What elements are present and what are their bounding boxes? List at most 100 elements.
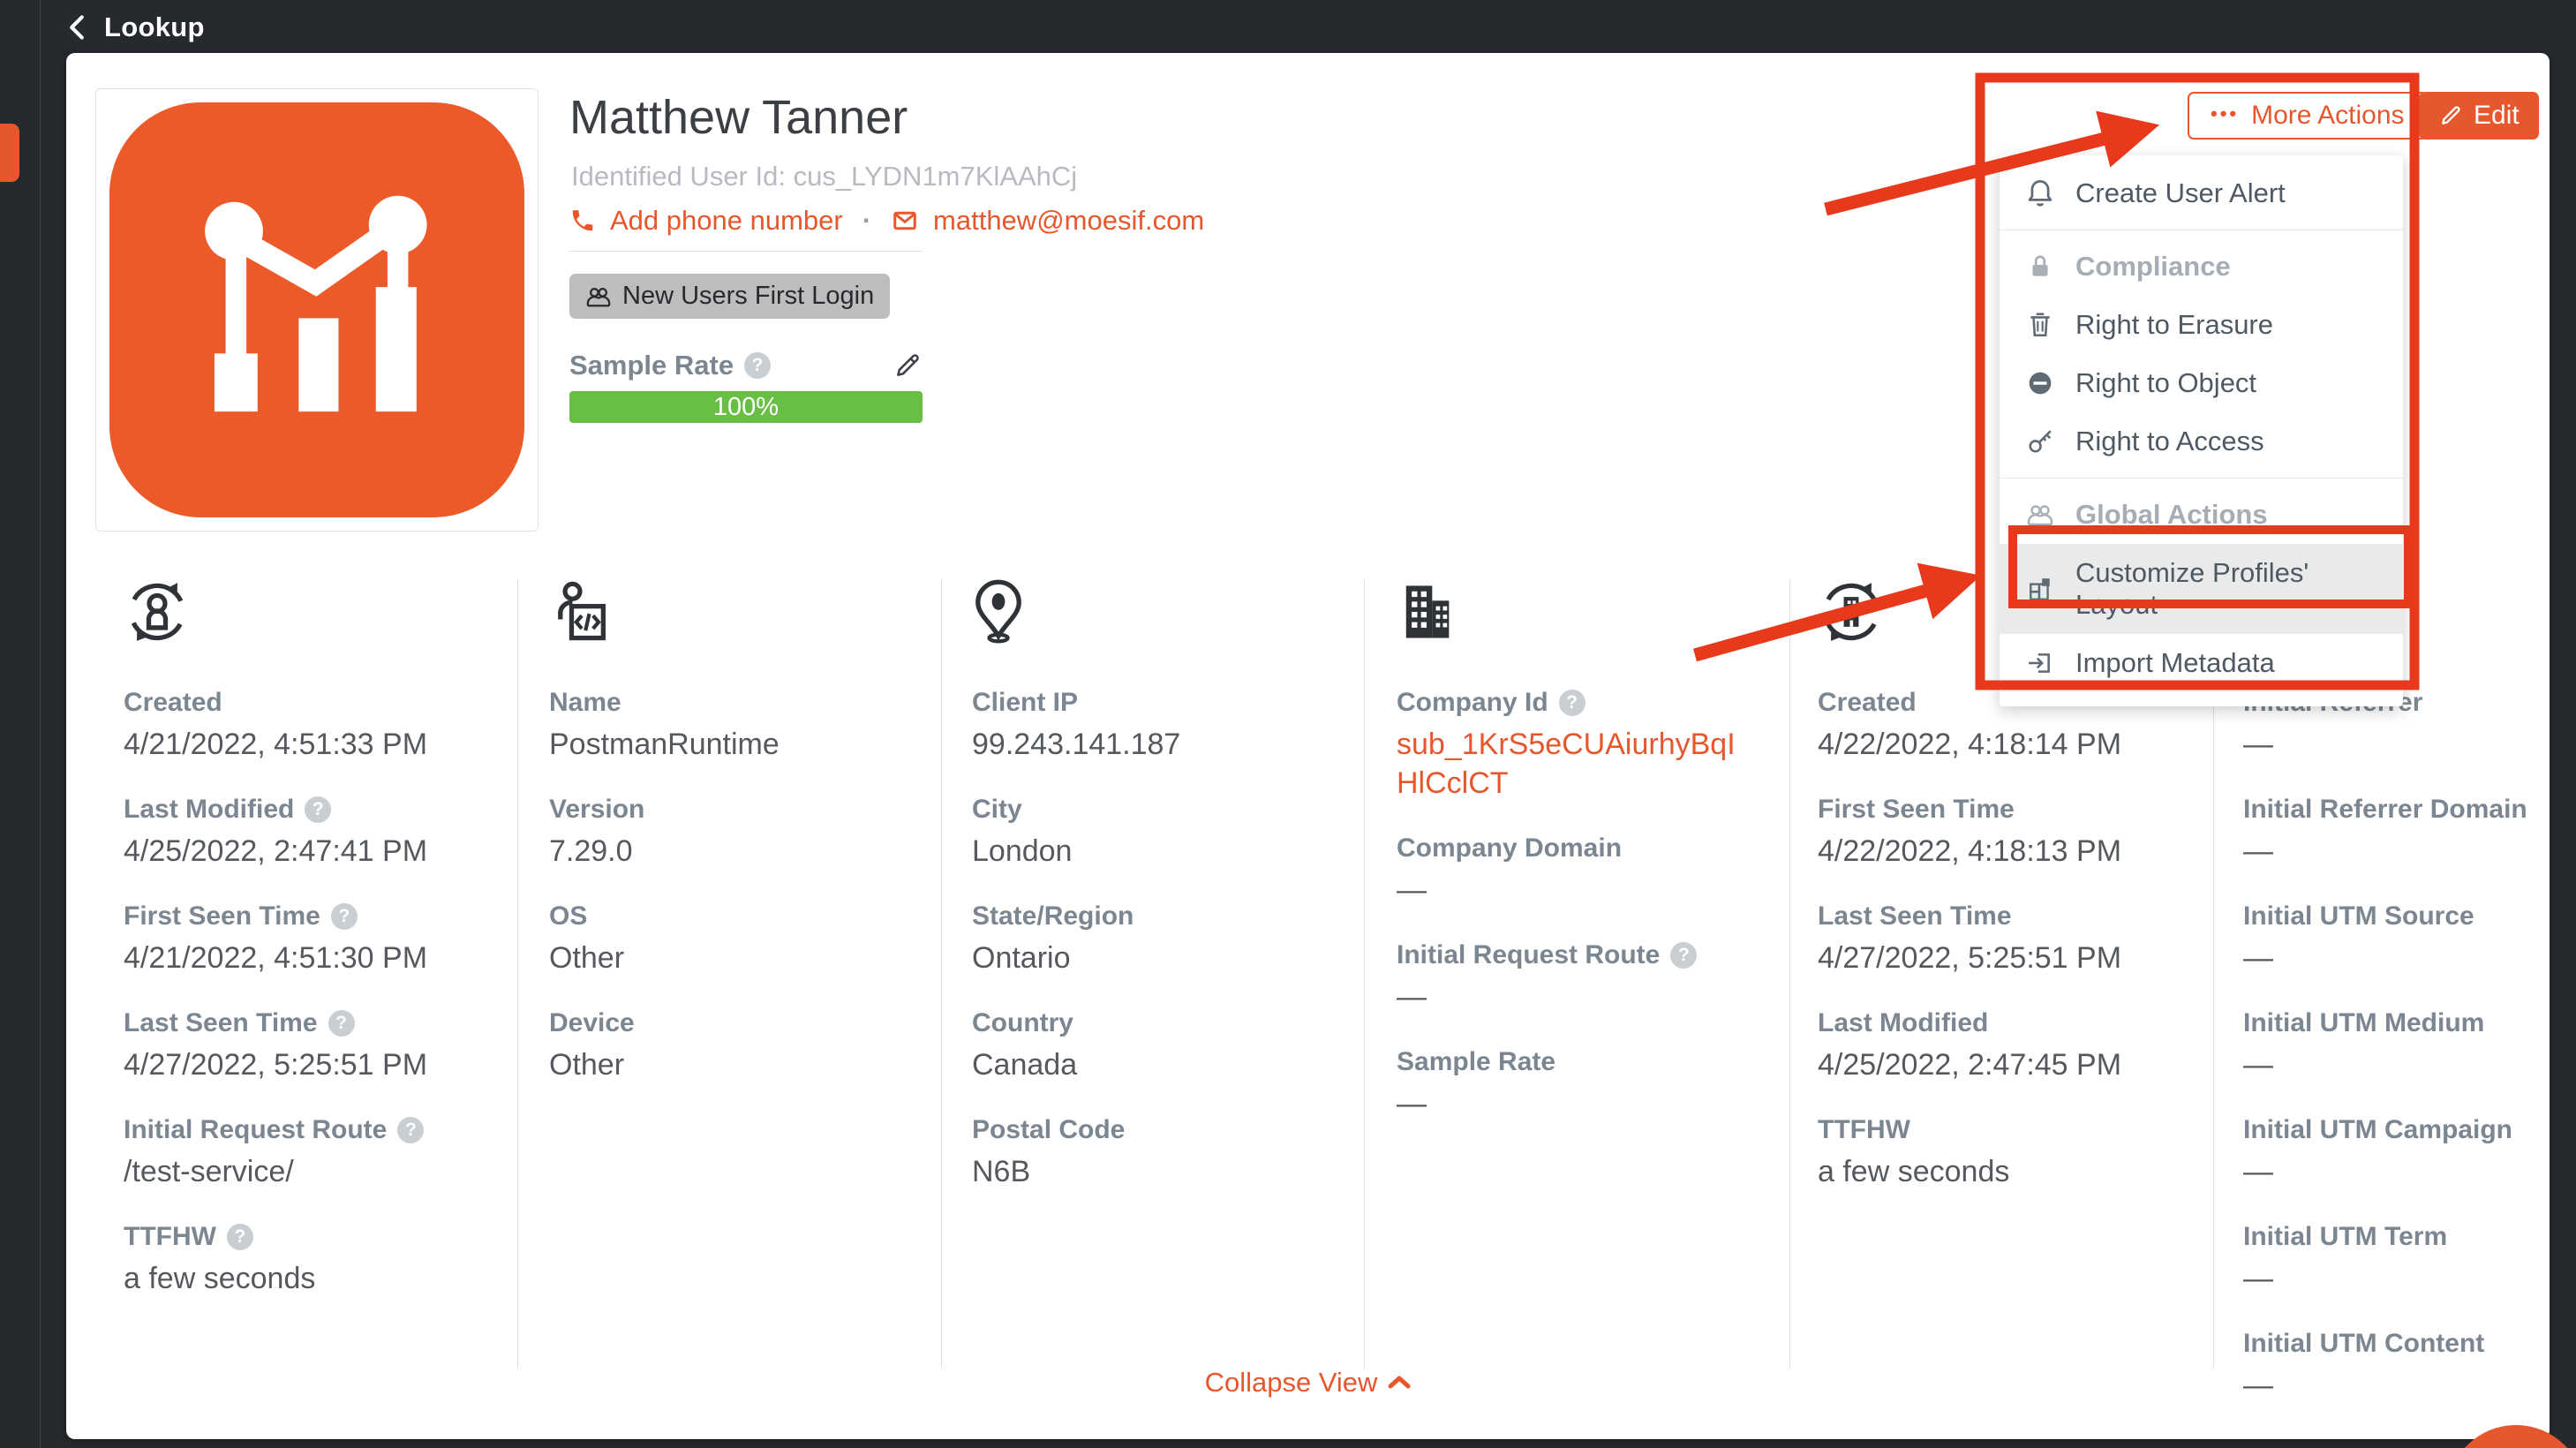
field-value: 4/22/2022, 4:18:14 PM (1818, 728, 2122, 761)
field-label: Last Modified (1818, 1008, 1989, 1037)
menu-item-right-to-access[interactable]: Right to Access (2000, 412, 2403, 471)
field-label: Initial UTM Medium (2243, 1008, 2485, 1037)
field: Client IP 99.243.141.187 (972, 686, 1343, 764)
field-label: Country (972, 1008, 1073, 1037)
contact-row: Add phone number · matthew@moesif.com (569, 205, 1204, 237)
field-label: Created (124, 688, 222, 717)
email-icon (891, 207, 919, 234)
menu-item-create-user-alert[interactable]: Create User Alert (2000, 164, 2403, 222)
column-device: Name PostmanRuntime Version 7.29.0 OS Ot… (549, 578, 920, 1113)
contact-divider (569, 251, 923, 252)
field: Initial Request Route? /test-service/ (124, 1113, 503, 1191)
menu-header-label: Global Actions (2075, 499, 2268, 530)
field: Country Canada (972, 1007, 1343, 1084)
help-icon[interactable]: ? (305, 796, 332, 823)
field: Initial UTM Source — (2243, 900, 2535, 977)
field-label: Created (1818, 688, 1917, 717)
field-label: Last Modified (124, 795, 295, 824)
bell-icon (2024, 177, 2056, 209)
field-label: Initial UTM Source (2243, 901, 2474, 931)
column-marketing: Initial Referrer — Initial Referrer Doma… (2243, 578, 2535, 1434)
field-label: Last Seen Time (1818, 901, 2012, 931)
menu-item-right-to-object[interactable]: Right to Object (2000, 354, 2403, 412)
field-value: 99.243.141.187 (972, 728, 1181, 761)
menu-item-label: Right to Access (2075, 426, 2264, 456)
sidebar-active-tab[interactable] (0, 124, 19, 182)
field: Company Id? sub_1KrS5eCUAiurhyBqIHlCclCT (1397, 686, 1750, 803)
help-icon[interactable]: ? (1558, 690, 1586, 716)
field-label: Initial UTM Term (2243, 1222, 2448, 1251)
more-actions-menu: Create User Alert Compliance Right to Er… (2000, 155, 2403, 706)
help-icon[interactable]: ? (328, 1010, 355, 1037)
field-label: Initial Request Route (124, 1115, 388, 1144)
field: Initial UTM Campaign — (2243, 1113, 2535, 1191)
menu-item-label: Right to Object (2075, 367, 2257, 398)
avatar (95, 88, 539, 532)
menu-item-customize-profiles-layout[interactable]: Customize Profiles' Layout (2000, 544, 2403, 634)
ellipsis-icon: ••• (2211, 102, 2240, 124)
field: Version 7.29.0 (549, 793, 920, 871)
field: Created 4/22/2022, 4:18:14 PM (1818, 686, 2188, 764)
field-value: 4/21/2022, 4:51:33 PM (124, 728, 428, 761)
top-bar: Lookup (0, 0, 2576, 55)
phone-icon (569, 207, 596, 234)
email-link[interactable]: matthew@moesif.com (933, 205, 1205, 236)
field-value: — (1397, 1087, 1427, 1120)
field-value: 4/25/2022, 2:47:45 PM (1818, 1048, 2122, 1082)
profile-card: Matthew Tanner Identified User Id: cus_L… (66, 53, 2550, 1439)
field-value: 4/27/2022, 5:25:51 PM (1818, 941, 2122, 975)
field-value: N6B (972, 1155, 1031, 1188)
sample-rate-bar: 100% (569, 391, 923, 423)
column-geo: Client IP 99.243.141.187 City London Sta… (972, 578, 1343, 1220)
field-label: Initial Request Route (1397, 940, 1661, 969)
field-value: a few seconds (1818, 1155, 2010, 1188)
field-value: PostmanRuntime (549, 728, 780, 761)
sample-rate-value: 100% (712, 392, 780, 421)
field-label: Initial UTM Content (2243, 1329, 2485, 1358)
help-icon[interactable]: ? (330, 903, 358, 930)
layout-icon (2024, 573, 2056, 605)
field: State/Region Ontario (972, 900, 1343, 977)
field: Initial Request Route? — (1397, 939, 1750, 1016)
collapse-view-link[interactable]: Collapse View (1205, 1367, 1412, 1399)
cohort-badge-label: New Users First Login (622, 282, 875, 310)
menu-item-import-metadata[interactable]: Import Metadata (2000, 634, 2403, 692)
help-icon[interactable]: ? (397, 1117, 425, 1143)
field-label: TTFHW (1818, 1115, 1910, 1144)
menu-item-right-to-erasure[interactable]: Right to Erasure (2000, 296, 2403, 354)
field: Device Other (549, 1007, 920, 1084)
field: TTFHW? a few seconds (124, 1220, 503, 1298)
field-label: First Seen Time (124, 901, 320, 931)
cohort-badge[interactable]: New Users First Login (569, 274, 891, 319)
field-value: — (2243, 1048, 2273, 1082)
field: First Seen Time 4/22/2022, 4:18:13 PM (1818, 793, 2188, 871)
key-icon (2024, 426, 2056, 457)
field-label: Postal Code (972, 1115, 1126, 1144)
help-icon[interactable]: ? (744, 352, 772, 379)
more-actions-button[interactable]: ••• More Actions (2188, 92, 2428, 140)
block-icon (2024, 367, 2056, 399)
help-icon[interactable]: ? (226, 1224, 253, 1250)
field-label: Initial UTM Campaign (2243, 1115, 2513, 1144)
help-icon[interactable]: ? (1670, 942, 1698, 969)
field-value: Ontario (972, 941, 1071, 975)
edit-sample-rate-icon[interactable] (893, 351, 923, 381)
edit-pencil-icon (2438, 103, 2463, 128)
field-label: Device (549, 1008, 635, 1037)
field-value: — (1397, 873, 1427, 907)
add-phone-link[interactable]: Add phone number (610, 205, 843, 236)
field: First Seen Time? 4/21/2022, 4:51:30 PM (124, 900, 503, 977)
field: Created 4/21/2022, 4:51:33 PM (124, 686, 503, 764)
menu-divider (2000, 478, 2403, 479)
page-title[interactable]: Lookup (104, 11, 205, 42)
field: Last Modified 4/25/2022, 2:47:45 PM (1818, 1007, 2188, 1084)
field-label: Company Id (1397, 688, 1548, 717)
column-divider (2213, 578, 2214, 1369)
field-label: First Seen Time (1818, 795, 2015, 824)
field: City London (972, 793, 1343, 871)
edit-button[interactable]: Edit (2419, 92, 2539, 140)
moesif-logo-icon (109, 102, 524, 517)
back-chevron-icon[interactable] (65, 14, 88, 41)
menu-header-global-actions: Global Actions (2000, 486, 2403, 544)
company-id-link[interactable]: sub_1KrS5eCUAiurhyBqIHlCclCT (1397, 728, 1736, 800)
